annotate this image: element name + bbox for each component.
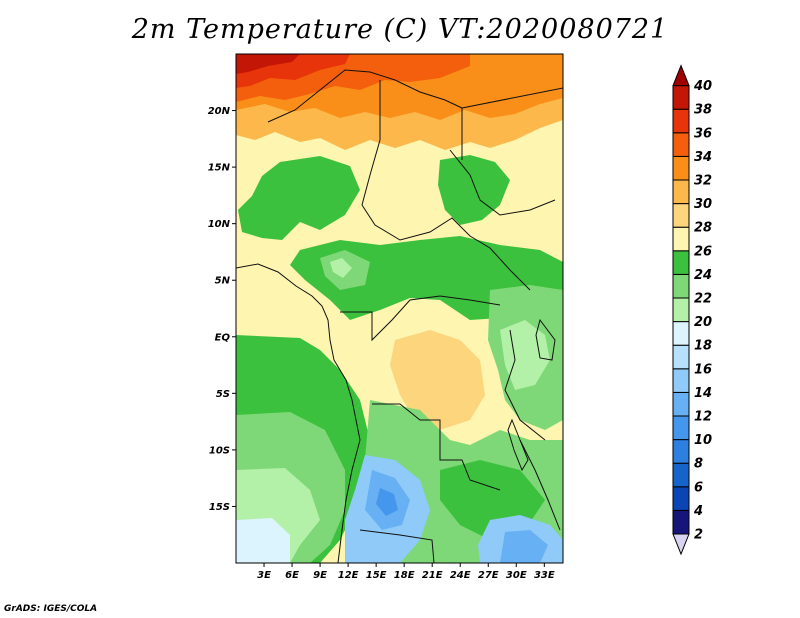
border-niger-chad xyxy=(361,80,381,206)
colorbar-swatch xyxy=(672,108,690,134)
lon-tick-label: 6E xyxy=(285,570,299,581)
lat-tick-label: 10N xyxy=(208,219,231,230)
border-sudan-egypt xyxy=(461,87,563,109)
lon-tick-label: 21E xyxy=(422,570,443,581)
latitude-axis: 20N 15N 10N 5N EQ 5S 10S 15S xyxy=(208,106,236,513)
region-24c-west xyxy=(238,156,360,240)
colorbar-swatch xyxy=(672,344,690,370)
colorbar-label: 16 xyxy=(694,362,712,377)
colorbar-swatch xyxy=(672,368,690,393)
colorbar-swatch xyxy=(672,462,690,488)
border-mozambique xyxy=(519,439,561,531)
region-18c-ocean xyxy=(236,518,290,563)
colorbar-label: 8 xyxy=(694,457,703,472)
colorbar-swatch xyxy=(672,486,690,511)
lon-tick-label: 30E xyxy=(506,570,527,581)
region-20c-highlands xyxy=(330,258,352,278)
colorbar-label: 26 xyxy=(694,244,712,259)
colorbar-swatch xyxy=(672,391,690,417)
lake-tanganyika xyxy=(507,418,529,472)
colorbar-label: 20 xyxy=(694,315,712,330)
lon-tick-label: 24E xyxy=(450,570,471,581)
coastline xyxy=(236,263,361,563)
lon-tick-label: 33E xyxy=(534,570,555,581)
lake-victoria xyxy=(535,318,556,361)
border-sudan xyxy=(449,149,556,216)
chart-title: 2m Temperature (C) VT:2020080721 xyxy=(131,14,669,45)
colorbar-swatch xyxy=(672,132,690,157)
colorbar-swatch xyxy=(672,155,690,181)
longitude-axis: 3E 6E 9E 12E 15E 18E 21E 24E 27E 30E 33E xyxy=(257,563,555,581)
colorbar-label: 40 xyxy=(693,79,712,94)
lat-tick-label: EQ xyxy=(215,332,231,343)
colorbar-label: 32 xyxy=(694,174,712,189)
colorbar-label: 30 xyxy=(694,197,712,212)
colorbar-swatch xyxy=(672,439,690,464)
border-drc-angola xyxy=(372,403,501,491)
colorbar-swatch xyxy=(672,226,690,252)
lon-tick-label: 3E xyxy=(257,570,271,581)
lat-tick-label: 10S xyxy=(209,445,230,456)
colorbar-over-triangle xyxy=(672,64,690,87)
colorbar-label: 10 xyxy=(694,433,712,448)
region-28c-basin xyxy=(390,330,485,430)
border-angola-namibia xyxy=(359,529,435,563)
region-24c-east xyxy=(438,155,510,225)
colorbar-swatch xyxy=(672,297,690,323)
colorbar-label: 12 xyxy=(694,410,712,425)
lon-tick-label: 27E xyxy=(478,570,499,581)
lat-tick-label: 5S xyxy=(216,389,230,400)
colorbar-label: 18 xyxy=(694,339,712,354)
region-38c xyxy=(236,54,300,74)
colorbar-label: 22 xyxy=(694,292,712,307)
colorbar-label: 28 xyxy=(694,221,712,236)
colorbar-label: 38 xyxy=(694,103,712,118)
colorbar-label: 4 xyxy=(693,504,703,519)
colorbar-label: 2 xyxy=(694,528,703,543)
lon-tick-label: 15E xyxy=(366,570,387,581)
lat-tick-label: 15N xyxy=(208,163,231,174)
border-north xyxy=(267,69,463,160)
colorbar-swatch xyxy=(672,273,690,299)
map-frame xyxy=(235,53,564,564)
colorbar-swatch xyxy=(672,509,690,535)
colorbar-swatch xyxy=(672,321,690,346)
lat-tick-label: 5N xyxy=(215,276,231,287)
lat-tick-label: 20N xyxy=(208,106,231,117)
colorbar-label: 6 xyxy=(694,480,703,495)
colorbar-swatch xyxy=(672,85,690,110)
colorbar-label: 36 xyxy=(694,126,712,141)
colorbar-under-triangle xyxy=(672,533,690,556)
colorbar-label: 14 xyxy=(694,386,712,401)
region-20c-great-lakes xyxy=(500,320,550,390)
lon-tick-label: 12E xyxy=(338,570,359,581)
colorbar-swatch xyxy=(672,179,690,205)
lon-tick-label: 9E xyxy=(313,570,327,581)
lat-tick-label: 15S xyxy=(209,502,230,513)
region-12c-southeast xyxy=(500,530,548,563)
temperature-field xyxy=(236,54,563,563)
border-congo xyxy=(340,295,501,342)
border-east xyxy=(504,329,546,441)
border-car xyxy=(361,204,531,291)
colorbar-swatch xyxy=(672,250,690,275)
lon-tick-label: 18E xyxy=(394,570,415,581)
credit-text: GrADS: IGES/COLA xyxy=(4,604,98,614)
colorbar-swatch xyxy=(672,415,690,441)
country-borders xyxy=(236,69,563,563)
colorbar-label: 24 xyxy=(694,268,712,283)
region-10c-angola xyxy=(376,488,398,516)
colorbar-swatch xyxy=(672,203,690,228)
colorbar-label: 34 xyxy=(694,150,712,165)
